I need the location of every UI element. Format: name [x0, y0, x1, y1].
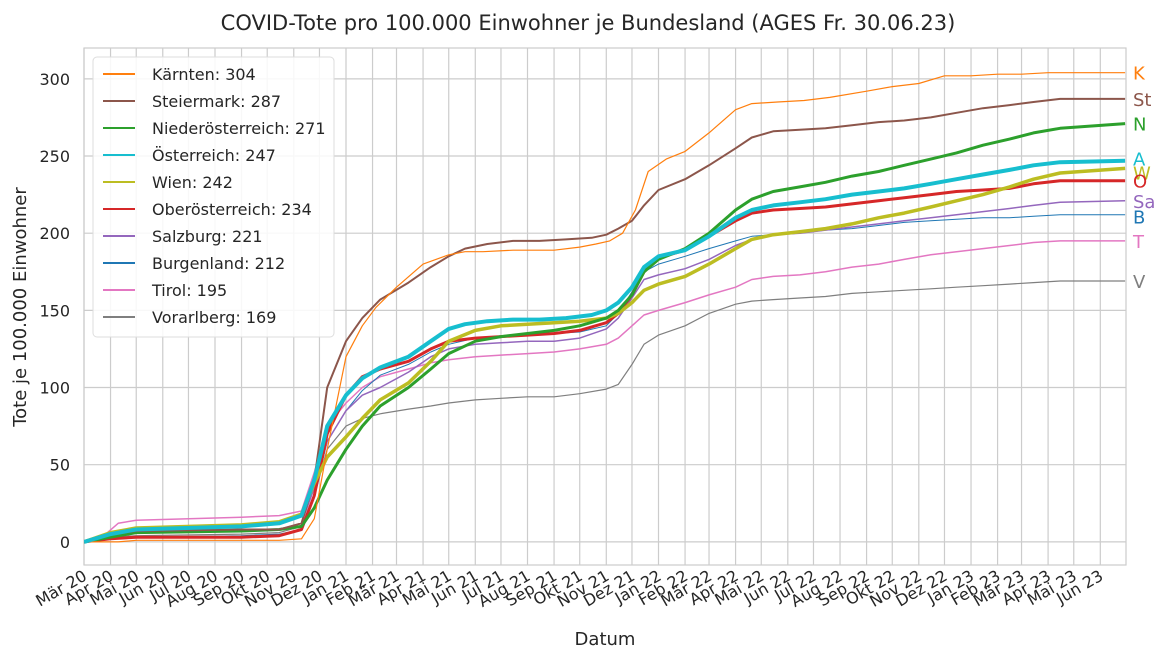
- series-line: [84, 158, 1126, 544]
- y-tick-label: 250: [39, 147, 70, 166]
- series-end-label: V: [1133, 272, 1146, 293]
- legend-entry: Salzburg: 221: [152, 227, 263, 246]
- series-end-label: Sa: [1133, 192, 1155, 213]
- series-line: [84, 122, 1126, 544]
- y-tick-label: 300: [39, 70, 70, 89]
- y-tick-label: 150: [39, 301, 70, 320]
- series-end-label: K: [1133, 64, 1146, 85]
- legend-entry: Wien: 242: [152, 173, 233, 192]
- series-end-label: O: [1133, 172, 1147, 193]
- legend-entry: Oberösterreich: 234: [152, 200, 312, 219]
- legend-entry: Niederösterreich: 271: [152, 119, 326, 138]
- chart-title: COVID-Tote pro 100.000 Einwohner je Bund…: [221, 11, 956, 35]
- legend-entry: Vorarlberg: 169: [152, 308, 276, 327]
- series-line: [84, 166, 1126, 544]
- series-end-label: W: [1133, 163, 1151, 184]
- series-line: [84, 240, 1126, 543]
- series-line: [84, 97, 1126, 543]
- y-tick-label: 50: [50, 456, 70, 475]
- x-axis-label: Datum: [575, 629, 636, 650]
- legend-entry: Burgenland: 212: [152, 254, 285, 273]
- series-line: [84, 72, 1126, 543]
- series-end-label: N: [1133, 115, 1146, 136]
- legend-entry: Kärnten: 304: [152, 65, 256, 84]
- y-tick-label: 100: [39, 379, 70, 398]
- series-end-label: B: [1133, 208, 1145, 229]
- legend-entry: Tirol: 195: [151, 281, 227, 300]
- series-end-label: St: [1133, 90, 1151, 111]
- legend-box: [92, 56, 335, 338]
- legend-entry: Steiermark: 287: [152, 92, 281, 111]
- series-end-label: A: [1133, 150, 1146, 171]
- y-axis-label: Tote je 100.000 Einwohner: [10, 187, 31, 428]
- series-end-label: T: [1132, 232, 1145, 253]
- y-tick-label: 200: [39, 224, 70, 243]
- y-tick-label: 0: [60, 533, 70, 552]
- legend-entry: Österreich: 247: [152, 146, 276, 165]
